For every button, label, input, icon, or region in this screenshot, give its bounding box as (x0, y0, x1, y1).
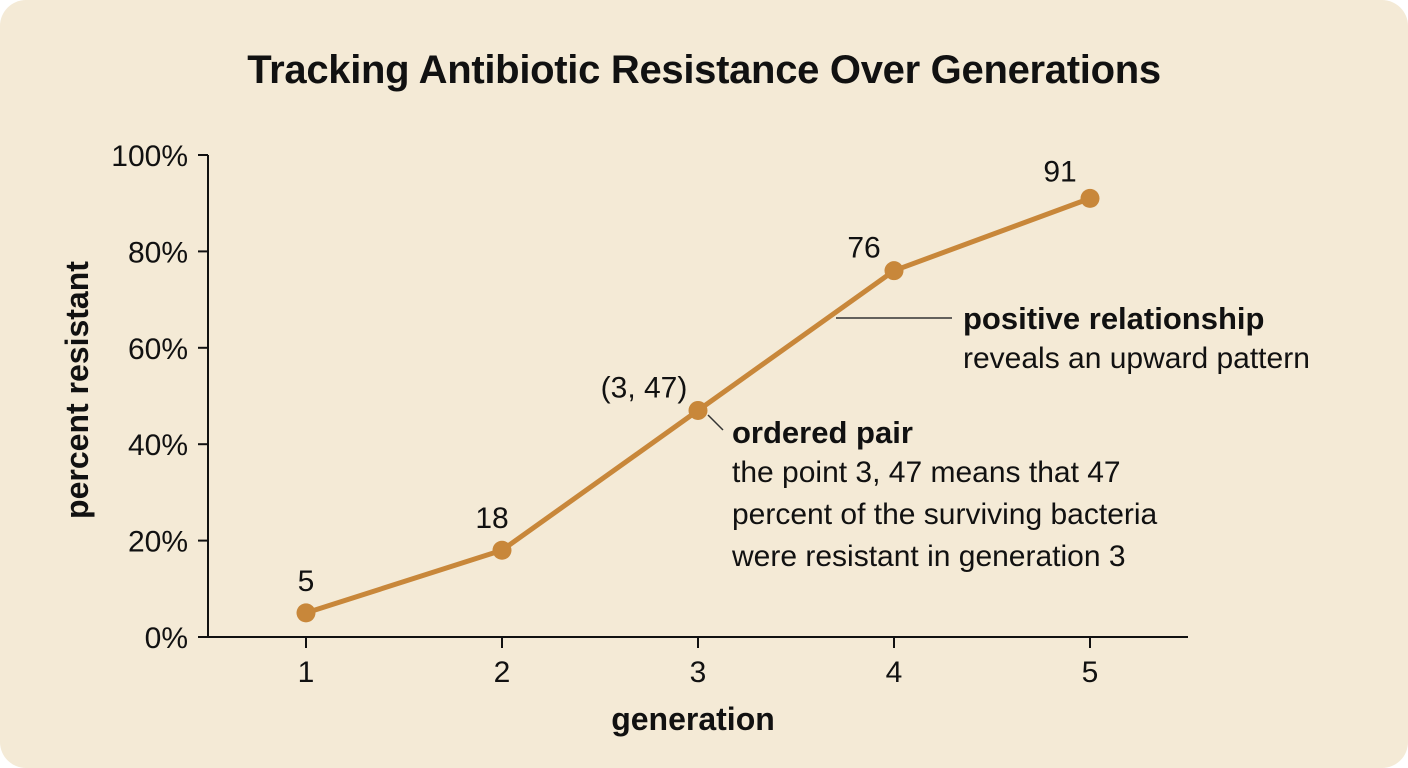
x-tick-label: 2 (494, 656, 511, 689)
x-tick-label: 4 (886, 656, 903, 689)
x-tick-label: 1 (298, 656, 315, 689)
x-tick-group: 1 2 3 4 5 (298, 637, 1099, 689)
positive-relationship-text: reveals an upward pattern (963, 342, 1310, 375)
data-label: (3, 47) (601, 371, 688, 404)
y-tick-label: 40% (128, 429, 188, 462)
data-point (884, 261, 904, 281)
y-tick-label: 20% (128, 526, 188, 559)
y-tick-label: 60% (128, 333, 188, 366)
y-tick-label: 0% (145, 622, 188, 655)
data-point (1080, 188, 1100, 208)
data-label-group: 5 18 (3, 47) 76 91 (298, 155, 1077, 598)
x-axis-title: generation (611, 701, 775, 737)
chart-title: Tracking Antibiotic Resistance Over Gene… (247, 48, 1161, 92)
x-tick-label: 3 (690, 656, 707, 689)
data-point-group (296, 188, 1100, 623)
y-axis-title: percent resistant (59, 261, 95, 519)
data-label: 18 (475, 502, 508, 535)
y-tick-label: 80% (128, 236, 188, 269)
data-label: 91 (1043, 155, 1076, 188)
y-tick-group: 0% 20% 40% 60% 80% 100% (111, 140, 208, 655)
data-point (492, 540, 512, 560)
ordered-pair-text-line-2: percent of the surviving bacteria (732, 498, 1158, 531)
ordered-pair-heading: ordered pair (732, 415, 913, 450)
data-label: 5 (298, 565, 315, 598)
ordered-pair-text-line-1: the point 3, 47 means that 47 (732, 456, 1121, 489)
data-label: 76 (847, 232, 880, 265)
ordered-pair-leader (707, 414, 724, 431)
positive-relationship-heading: positive relationship (963, 301, 1264, 336)
data-point (296, 603, 316, 623)
y-tick-label: 100% (111, 140, 188, 173)
data-point (688, 400, 708, 420)
x-tick-label: 5 (1082, 656, 1099, 689)
ordered-pair-text-line-3: were resistant in generation 3 (731, 540, 1126, 573)
